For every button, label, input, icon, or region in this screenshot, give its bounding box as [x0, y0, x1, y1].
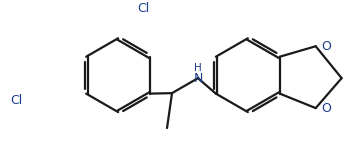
Text: O: O [322, 40, 331, 53]
Text: H: H [194, 63, 202, 73]
Text: Cl: Cl [10, 94, 23, 107]
Text: N: N [193, 72, 203, 85]
Text: O: O [322, 102, 331, 115]
Text: Cl: Cl [137, 2, 149, 15]
